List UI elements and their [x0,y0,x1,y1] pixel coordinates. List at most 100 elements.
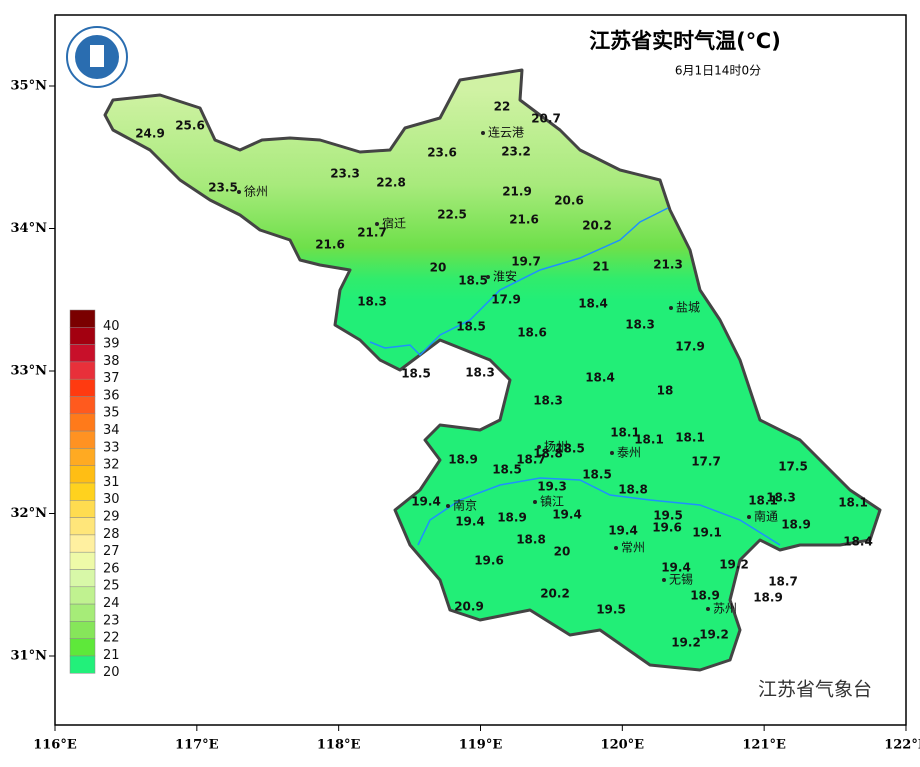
station-temp: 20 [430,261,447,275]
station-temp: 22 [494,100,511,114]
city-dot [237,190,241,194]
station-temp: 20.7 [531,112,561,126]
legend-label: 32 [103,458,120,473]
legend-label: 20 [103,665,120,680]
station-temp: 18.9 [690,589,720,603]
legend-label: 38 [103,354,120,369]
city-dot [446,504,450,508]
station-temp: 19.3 [537,480,567,494]
legend-label: 21 [103,648,120,663]
station-temp: 18.7 [768,575,798,589]
city-name: 苏州 [713,602,737,616]
legend-label: 26 [103,561,120,576]
legend-label: 37 [103,371,120,386]
legend-swatch [69,361,96,380]
legend-label: 29 [103,509,120,524]
x-tick-label: 121°E [742,738,786,753]
legend-label: 36 [103,388,120,403]
legend-label: 25 [103,579,120,594]
city-name: 扬州 [544,439,568,454]
legend-label: 33 [103,440,120,455]
legend-swatch [69,482,96,501]
station-temp: 25.6 [175,119,205,133]
x-tick-label: 116°E [33,738,77,753]
station-temp: 18.7 [516,453,546,467]
y-tick-label: 31°N [11,649,48,664]
legend-label: 24 [103,596,120,611]
station-temp: 20.6 [554,194,584,208]
city-dot [486,275,490,279]
x-tick-label: 117°E [175,738,219,753]
station-temp: 18.3 [465,366,495,380]
station-temp: 18.1 [748,494,778,508]
x-tick-label: 122°E [884,738,920,753]
station-temp: 18.5 [582,468,612,482]
station-temp: 17.9 [491,293,521,307]
legend-swatch [69,621,96,639]
station-temp: 18.3 [533,394,563,408]
legend-swatch [69,500,96,518]
station-temp: 18.8 [618,483,648,497]
legend-swatch [69,569,96,588]
station-temp: 19.4 [552,508,582,522]
legend-swatch [69,396,96,415]
legend-label: 31 [103,475,120,490]
city-dot [537,445,541,449]
station-temp: 20.2 [582,219,612,233]
station-temp: 18.1 [838,496,868,510]
legend-swatch [69,586,96,605]
y-tick-label: 32°N [11,506,48,521]
legend-swatch [69,413,96,432]
legend-label: 27 [103,544,120,559]
legend-label: 35 [103,406,120,421]
station-temp: 18.9 [781,518,811,532]
station-temp: 18.6 [517,326,547,340]
station-temp: 21.7 [357,226,387,240]
station-temp: 18.5 [492,463,522,477]
river [417,477,781,546]
legend-swatch [69,344,96,363]
station-temp: 23.2 [501,145,531,159]
legend-swatch [69,448,96,466]
legend-swatch [69,309,96,328]
station-temp: 18.3 [766,491,796,505]
legend-swatch [69,430,96,449]
station-temp: 18.1 [634,433,664,447]
station-temp: 24.9 [135,127,165,141]
city-name: 南京 [453,498,477,513]
station-temp: 23.6 [427,146,457,160]
station-temp: 19.4 [411,495,441,509]
station-temp: 18.3 [357,295,387,309]
station-temp: 17.9 [675,340,705,354]
station-temp: 18.9 [448,453,478,467]
credit: 江苏省气象台 [758,679,872,701]
city-name: 常州 [621,541,645,555]
legend-label: 28 [103,527,120,542]
title: 江苏省实时气温(℃) [589,29,781,53]
station-temp: 21 [593,260,610,274]
x-tick-label: 120°E [601,738,645,753]
station-temp: 18.8 [533,447,563,461]
station-temp: 18 [657,384,674,398]
station-temp: 20 [554,545,571,559]
legend-swatch [69,655,96,674]
station-temp: 23.5 [208,181,238,195]
station-temp: 19.2 [671,636,701,650]
city-name: 宿迁 [382,216,406,231]
logo [66,26,128,88]
station-temp: 20.9 [454,600,484,614]
station-temp: 19.4 [455,515,485,529]
station-temp: 17.7 [691,455,721,469]
station-temp: 18.5 [401,367,431,381]
city-dot [614,546,618,550]
station-temp: 18.5 [555,442,585,456]
station-temp: 19.7 [511,255,541,269]
city-name: 泰州 [617,446,641,460]
station-temp: 19.6 [474,554,504,568]
city-dot [669,306,673,310]
city-dot [533,500,537,504]
station-temp: 21.9 [502,185,532,199]
station-temp: 20.2 [540,587,570,601]
station-temp: 18.1 [610,426,640,440]
